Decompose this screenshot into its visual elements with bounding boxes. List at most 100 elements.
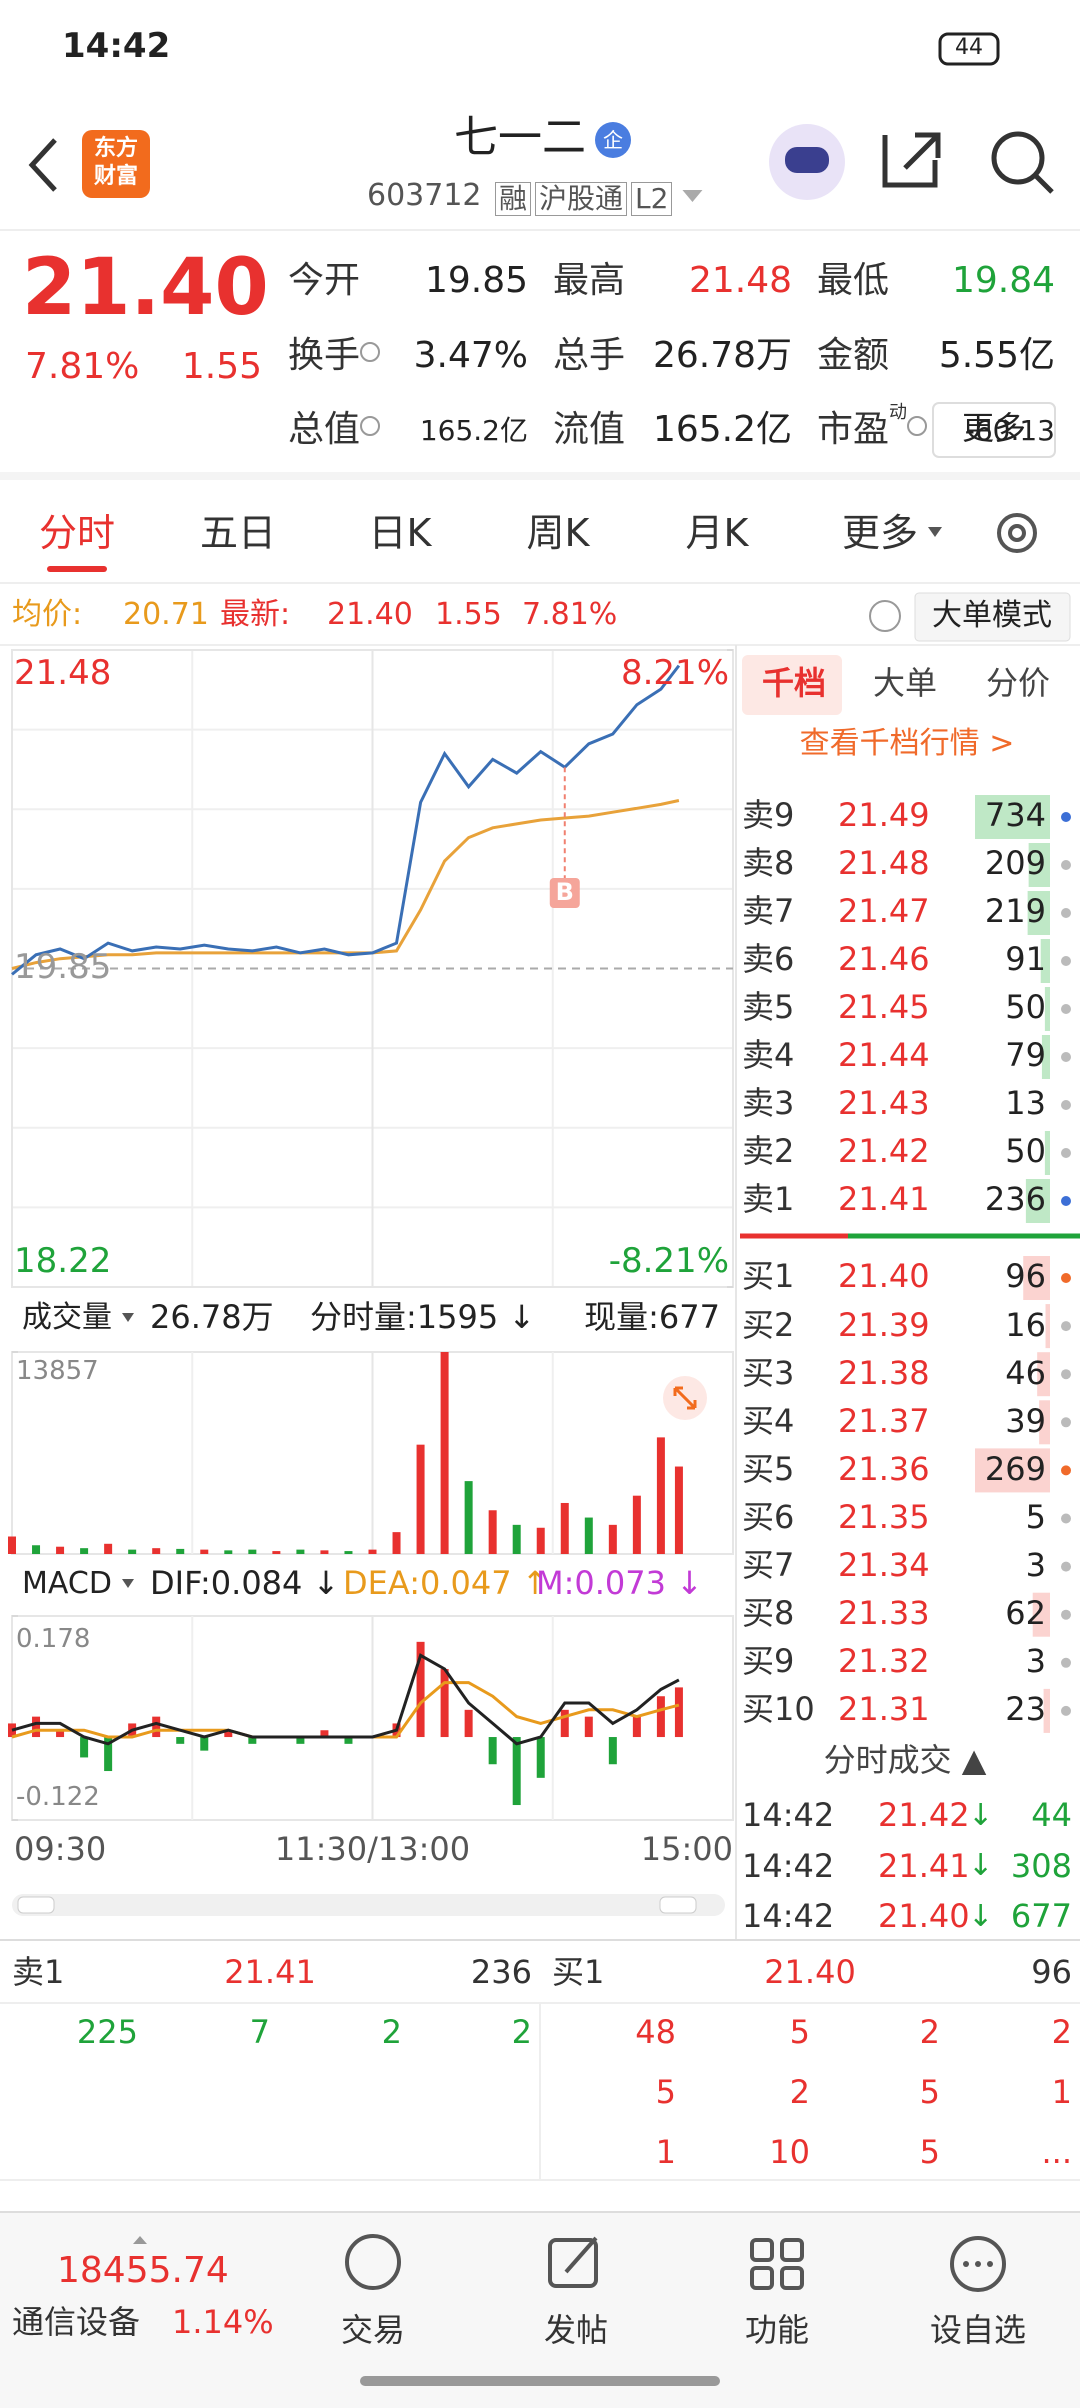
book-volume: 3 <box>1025 1546 1046 1584</box>
trade-direction: ↓ <box>968 1848 994 1883</box>
book-tab[interactable]: 千档 <box>761 664 827 703</box>
trade-price: 21.41 <box>878 1846 970 1885</box>
bid-order: 1 <box>1051 2073 1072 2112</box>
y-tick-label: 0.178 <box>16 1623 91 1654</box>
book-tab[interactable]: 分价 <box>985 664 1051 703</box>
level-price: 21.41 <box>224 1953 316 1992</box>
volume-bar <box>392 1532 401 1554</box>
macd-bar <box>560 1709 569 1738</box>
change: 1.55 <box>181 346 262 388</box>
volume-bar <box>104 1543 113 1554</box>
trade-marker: B <box>555 877 574 906</box>
info-change: 1.55 <box>435 596 502 632</box>
tab[interactable]: 分时 <box>38 511 116 556</box>
volume-bar <box>32 1545 41 1554</box>
nav-item[interactable]: 交易 <box>340 2311 406 2350</box>
bid-order: 5 <box>789 2013 810 2052</box>
book-level: 买7 <box>742 1546 795 1584</box>
volume-bg <box>1027 891 1050 935</box>
book-dot <box>1061 1369 1071 1380</box>
book-volume: 3 <box>1025 1642 1046 1681</box>
book-volume: 269 <box>984 1449 1046 1488</box>
book-price: 21.39 <box>838 1305 930 1344</box>
info-icon <box>907 416 928 436</box>
bid-order: ... <box>1041 2133 1072 2172</box>
field-sup: 动 <box>889 402 908 424</box>
book-volume: 219 <box>984 892 1046 931</box>
book-dot <box>1061 1465 1071 1476</box>
y2-tick-label: 8.21% <box>620 653 729 694</box>
volume-bg <box>1032 1592 1050 1637</box>
trades-title: 分时成交 ▲ <box>823 1741 987 1780</box>
book-price: 21.35 <box>838 1497 930 1536</box>
volume-bg <box>1044 987 1050 1031</box>
book-price: 21.37 <box>838 1401 930 1440</box>
book-price: 21.46 <box>838 940 930 979</box>
volume-bg <box>1041 1035 1050 1079</box>
book-volume: 16 <box>1005 1305 1046 1344</box>
volume-bg <box>975 1448 1050 1493</box>
level-volume: 96 <box>1031 1953 1072 1992</box>
mode-button[interactable]: 大单模式 <box>932 597 1052 633</box>
book-tab[interactable]: 大单 <box>872 664 938 703</box>
volume-bar <box>248 1549 257 1554</box>
dropdown <box>122 1313 134 1322</box>
info-avg: 20.71 <box>123 596 209 632</box>
y-tick-label: 13857 <box>16 1355 99 1386</box>
macd-bar <box>656 1696 665 1738</box>
series-line <box>11 664 681 976</box>
panel-title: 成交量 <box>22 1299 112 1335</box>
book-level: 买3 <box>742 1353 795 1392</box>
volume-bar <box>536 1527 545 1554</box>
book-volume: 50 <box>1005 1132 1046 1171</box>
macd-bar <box>200 1737 209 1751</box>
book-price: 21.45 <box>838 988 930 1027</box>
bid-order: 2 <box>1051 2013 1072 2052</box>
tab[interactable]: 月K <box>685 511 749 556</box>
book-dot <box>1061 1052 1071 1062</box>
trade-price: 21.42 <box>878 1796 970 1835</box>
field-value: 5.55亿 <box>938 335 1055 377</box>
book-level: 买8 <box>742 1594 795 1633</box>
book-price: 21.41 <box>838 1180 930 1219</box>
book-dot <box>1061 860 1071 870</box>
macd-bar <box>176 1737 185 1744</box>
book-volume: 79 <box>1005 1036 1046 1075</box>
book-level: 买4 <box>742 1401 795 1440</box>
y-tick-label: -0.122 <box>16 1781 100 1812</box>
nav-item[interactable]: 功能 <box>744 2311 810 2350</box>
tab[interactable]: 日K <box>368 511 432 556</box>
macd-bar <box>464 1709 473 1738</box>
macd-bar <box>440 1669 449 1738</box>
book-dot <box>1061 1273 1071 1283</box>
volume-bar <box>584 1517 593 1554</box>
book-link[interactable]: 查看千档行情 > <box>799 725 1015 761</box>
logo-text: 东方 <box>93 135 139 161</box>
sector-name: 通信设备 <box>12 2303 141 2342</box>
x-tick-label: 15:00 <box>640 1830 733 1869</box>
book-dot <box>1061 956 1071 966</box>
trade-volume: 44 <box>1031 1796 1072 1835</box>
book-dot <box>1061 1705 1071 1716</box>
tab[interactable]: 五日 <box>199 511 277 556</box>
nav-item[interactable]: 发帖 <box>543 2311 609 2350</box>
trade-volume: 308 <box>1010 1846 1072 1885</box>
field-label: 金额 <box>817 335 890 377</box>
nav-item[interactable]: 设自选 <box>929 2311 1027 2350</box>
tab[interactable]: 周K <box>526 511 590 556</box>
level-price: 21.40 <box>764 1953 856 1992</box>
more-button[interactable]: 更多 <box>961 409 1027 448</box>
ask-order: 2 <box>511 2013 532 2052</box>
book-dot <box>1061 1657 1071 1668</box>
book-volume: 734 <box>984 796 1046 835</box>
volume-bar <box>608 1524 617 1554</box>
book-level: 卖7 <box>742 892 795 931</box>
tab[interactable]: 更多 <box>841 511 919 556</box>
bid-order: 5 <box>655 2073 676 2112</box>
macd-bar <box>416 1641 425 1738</box>
book-price: 21.42 <box>838 1132 930 1171</box>
code-tag: L2 <box>631 181 673 216</box>
macd-bar <box>224 1730 233 1738</box>
book-dot <box>1061 1513 1071 1524</box>
